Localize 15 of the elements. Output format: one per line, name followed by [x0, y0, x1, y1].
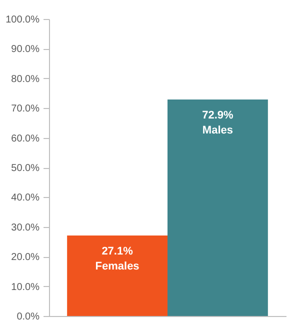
y-tick-label: 30.0%: [11, 222, 40, 234]
y-tick-label: 100.0%: [6, 14, 40, 26]
y-tick-label: 0.0%: [16, 312, 40, 322]
y-tick-label: 60.0%: [11, 133, 40, 144]
y-tick-label: 20.0%: [11, 252, 40, 264]
y-tick-label: 90.0%: [11, 44, 40, 56]
y-tick-label: 70.0%: [11, 104, 40, 115]
y-tick-label: 50.0%: [11, 163, 40, 174]
data-label: 72.9%: [202, 109, 234, 122]
x-tick-label: Females: [95, 260, 140, 273]
y-tick-label: 80.0%: [11, 74, 40, 85]
y-tick-label: 10.0%: [11, 282, 40, 293]
data-label: 27.1%: [102, 246, 134, 258]
x-tick-label: Males: [202, 124, 233, 136]
y-tick-label: 40.0%: [11, 192, 40, 204]
